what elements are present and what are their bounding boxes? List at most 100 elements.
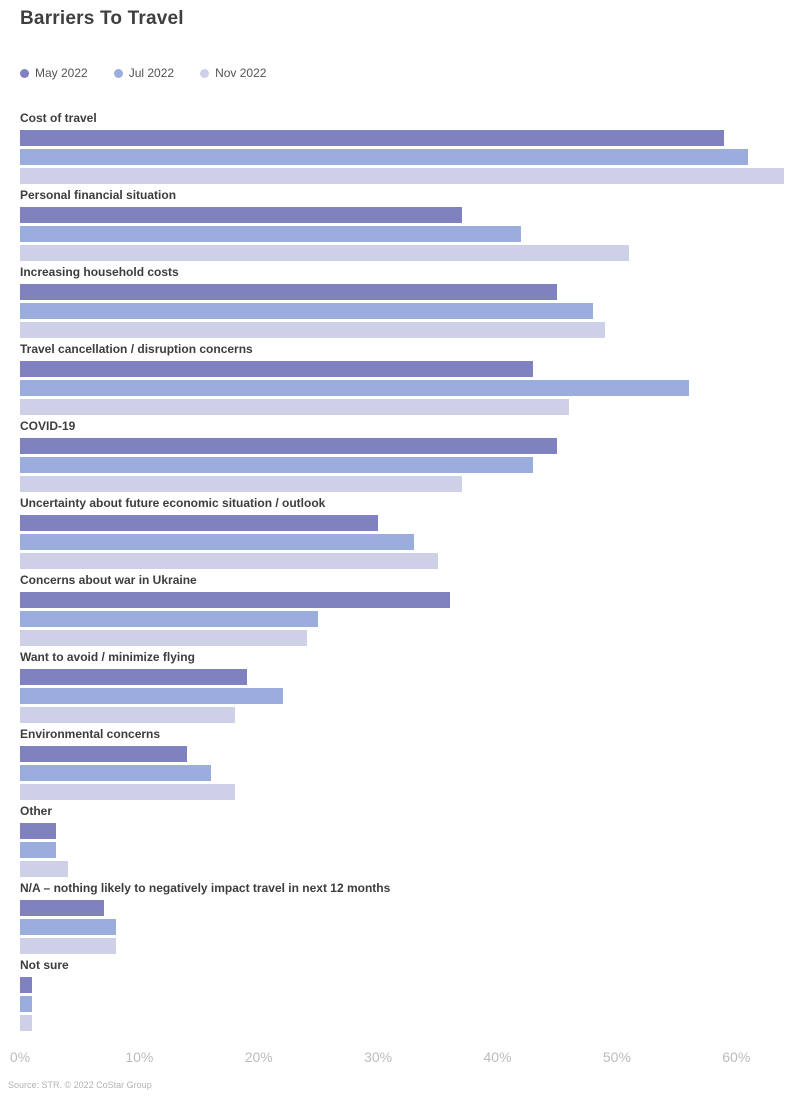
- bar-may-2022-concerns-about-war-in-ukraine: [20, 592, 450, 608]
- bar-nov-2022-want-to-avoid-minimize-flying: [20, 707, 235, 723]
- bar-row-may-2022: [20, 592, 790, 608]
- bar-row-nov-2022: [20, 1015, 790, 1031]
- bar-nov-2022-travel-cancellation-disruption-concerns: [20, 399, 570, 415]
- bar-row-nov-2022: [20, 476, 790, 492]
- x-axis: 0% 10% 20% 30% 40% 50% 60%: [10, 1049, 790, 1065]
- legend-dot-icon: [20, 68, 29, 78]
- bar-row-may-2022: [20, 746, 790, 762]
- bar-jul-2022-travel-cancellation-disruption-concerns: [20, 380, 689, 396]
- bar-may-2022-increasing-household-costs: [20, 284, 558, 300]
- bar-row-nov-2022: [20, 322, 790, 338]
- bar-row-nov-2022: [20, 938, 790, 954]
- category-label: Uncertainty about future economic situat…: [20, 496, 326, 510]
- bar-jul-2022-covid-19: [20, 457, 534, 473]
- bar-jul-2022-personal-financial-situation: [20, 226, 522, 242]
- bar-row-jul-2022: [20, 457, 790, 473]
- bar-group-increasing-household-costs: Increasing household costs: [20, 265, 790, 338]
- bar-row-jul-2022: [20, 688, 790, 704]
- bar-row-may-2022: [20, 977, 790, 993]
- bar-nov-2022-increasing-household-costs: [20, 322, 605, 338]
- bar-nov-2022-environmental-concerns: [20, 784, 235, 800]
- bar-group-cost-of-travel: Cost of travel: [20, 111, 790, 184]
- x-tick-label-60: 60%: [722, 1049, 751, 1065]
- bar-row-jul-2022: [20, 380, 790, 396]
- chart-page: Barriers To Travel May 2022 Jul 2022 Nov 2…: [8, 8, 800, 1090]
- bar-may-2022-personal-financial-situation: [20, 207, 462, 223]
- bar-group-want-to-avoid-minimize-flying: Want to avoid / minimize flying: [20, 650, 790, 723]
- bar-row-may-2022: [20, 284, 790, 300]
- bar-may-2022-other: [20, 823, 56, 839]
- bar-group-not-sure: Not sure: [20, 958, 790, 1031]
- bar-row-jul-2022: [20, 919, 790, 935]
- bar-row-nov-2022: [20, 861, 790, 877]
- legend-item-nov-2022: Nov 2022: [200, 66, 266, 80]
- source-note: Source: STR. © 2022 CoStar Group: [8, 1080, 152, 1090]
- category-label: COVID-19: [20, 419, 76, 433]
- bar-may-2022-uncertainty-about-future-economic-situation-outlook: [20, 515, 379, 531]
- bar-row-nov-2022: [20, 399, 790, 415]
- bar-row-jul-2022: [20, 996, 790, 1012]
- bar-row-may-2022: [20, 900, 790, 916]
- bar-group-personal-financial-situation: Personal financial situation: [20, 188, 790, 261]
- bar-jul-2022-want-to-avoid-minimize-flying: [20, 688, 283, 704]
- bar-may-2022-cost-of-travel: [20, 130, 725, 146]
- legend-dot-icon: [113, 68, 123, 78]
- legend-item-jul-2022: Jul 2022: [113, 66, 174, 80]
- bar-group-travel-cancellation-disruption-concerns: Travel cancellation / disruption concern…: [20, 342, 790, 415]
- bar-nov-2022-concerns-about-war-in-ukraine: [20, 630, 307, 646]
- bar-row-nov-2022: [20, 630, 790, 646]
- category-label: Want to avoid / minimize flying: [20, 650, 195, 664]
- bar-jul-2022-environmental-concerns: [20, 765, 211, 781]
- bar-group-n-a-nothing-likely-to-negatively-impact-travel-in-next-12-months: N/A – nothing likely to negatively impac…: [20, 881, 790, 954]
- bar-nov-2022-other: [20, 861, 68, 877]
- bar-nov-2022-n-a-nothing-likely-to-negatively-impact-travel-in-next-12-months: [20, 938, 116, 954]
- page-title: Barriers To Travel: [20, 8, 184, 29]
- category-label: N/A – nothing likely to negatively impac…: [20, 881, 391, 895]
- bar-jul-2022-n-a-nothing-likely-to-negatively-impact-travel-in-next-12-months: [20, 919, 116, 935]
- bar-row-may-2022: [20, 130, 790, 146]
- category-label: Concerns about war in Ukraine: [20, 573, 197, 587]
- bar-row-jul-2022: [20, 226, 790, 242]
- bar-row-may-2022: [20, 823, 790, 839]
- legend: May 2022 Jul 2022 Nov 2022: [20, 66, 800, 80]
- bar-group-uncertainty-about-future-economic-situation-outlook: Uncertainty about future economic situat…: [20, 496, 790, 569]
- bar-nov-2022-uncertainty-about-future-economic-situation-outlook: [20, 553, 438, 569]
- bar-nov-2022-cost-of-travel: [20, 168, 785, 184]
- category-label: Personal financial situation: [20, 188, 177, 202]
- category-label: Increasing household costs: [20, 265, 179, 279]
- category-label: Travel cancellation / disruption concern…: [20, 342, 253, 356]
- bar-nov-2022-not-sure: [20, 1015, 32, 1031]
- bar-row-may-2022: [20, 438, 790, 454]
- bar-jul-2022-cost-of-travel: [20, 149, 749, 165]
- bar-chart: Cost of travel Personal financial situati…: [20, 111, 790, 1031]
- bar-may-2022-n-a-nothing-likely-to-negatively-impact-travel-in-next-12-months: [20, 900, 104, 916]
- bar-nov-2022-personal-financial-situation: [20, 245, 629, 261]
- bar-row-nov-2022: [20, 553, 790, 569]
- bar-row-nov-2022: [20, 245, 790, 261]
- bar-row-may-2022: [20, 361, 790, 377]
- bar-row-jul-2022: [20, 149, 790, 165]
- bar-may-2022-environmental-concerns: [20, 746, 188, 762]
- legend-item-may-2022: May 2022: [20, 66, 88, 80]
- bar-row-may-2022: [20, 669, 790, 685]
- bar-may-2022-not-sure: [20, 977, 32, 993]
- bar-group-concerns-about-war-in-ukraine: Concerns about war in Ukraine: [20, 573, 790, 646]
- bar-nov-2022-covid-19: [20, 476, 462, 492]
- bar-row-may-2022: [20, 515, 790, 531]
- x-tick-label-50: 50%: [602, 1049, 631, 1065]
- bar-may-2022-want-to-avoid-minimize-flying: [20, 669, 247, 685]
- bar-row-nov-2022: [20, 168, 790, 184]
- bar-row-nov-2022: [20, 707, 790, 723]
- bar-jul-2022-uncertainty-about-future-economic-situation-outlook: [20, 534, 414, 550]
- bar-jul-2022-not-sure: [20, 996, 32, 1012]
- x-tick-label-20: 20%: [244, 1049, 273, 1065]
- x-tick-label-10: 10%: [125, 1049, 154, 1065]
- bar-row-may-2022: [20, 207, 790, 223]
- x-tick-label-30: 30%: [364, 1049, 393, 1065]
- legend-label: May 2022: [35, 66, 88, 80]
- bar-group-covid-19: COVID-19: [20, 419, 790, 492]
- bar-group-environmental-concerns: Environmental concerns: [20, 727, 790, 800]
- bar-row-jul-2022: [20, 842, 790, 858]
- category-label: Environmental concerns: [20, 727, 161, 741]
- bar-jul-2022-increasing-household-costs: [20, 303, 594, 319]
